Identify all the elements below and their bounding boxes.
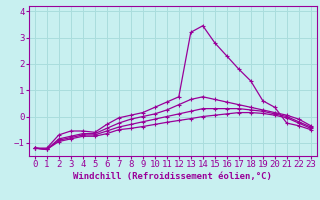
X-axis label: Windchill (Refroidissement éolien,°C): Windchill (Refroidissement éolien,°C) bbox=[73, 172, 272, 181]
